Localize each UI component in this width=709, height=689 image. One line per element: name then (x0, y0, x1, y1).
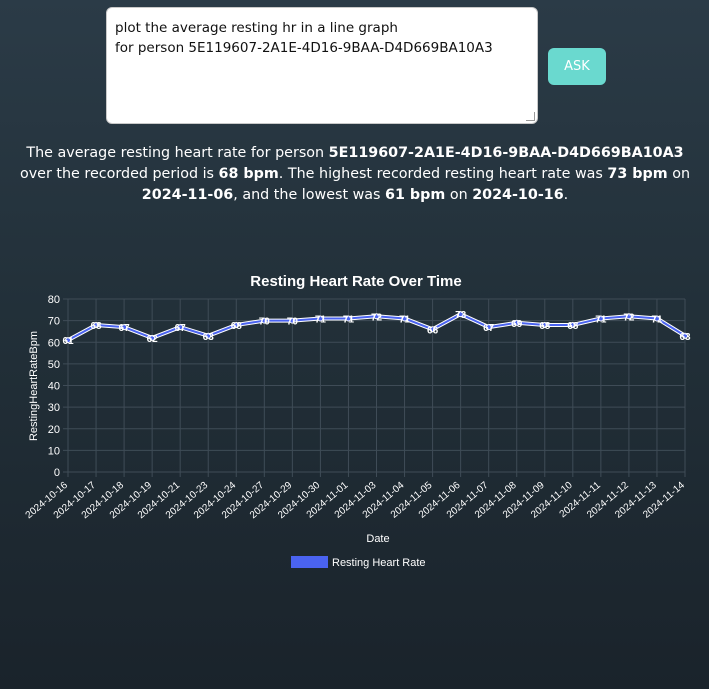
data-label: 67 (119, 323, 131, 334)
data-point[interactable] (261, 317, 268, 324)
data-point[interactable] (177, 324, 184, 331)
data-point[interactable] (541, 321, 548, 328)
answer-part: over the recorded period is (19, 166, 219, 182)
data-label: 62 (147, 334, 159, 345)
line-chart: Resting Heart Rate Over Time 0 10 20 30 40 50… (24, 273, 691, 569)
answer-part: The average resting heart rate for perso… (26, 145, 329, 161)
data-label: 67 (175, 323, 187, 334)
series-layer (65, 311, 688, 344)
average-value: 68 bpm (218, 166, 279, 182)
data-point[interactable] (597, 315, 604, 322)
data-point[interactable] (485, 324, 492, 331)
y-tick-label: 30 (48, 402, 60, 414)
data-label: 71 (595, 314, 607, 325)
max-value: 73 bpm (607, 166, 668, 182)
data-point[interactable] (93, 321, 100, 328)
data-point[interactable] (65, 337, 71, 344)
legend[interactable]: Resting Heart Rate (291, 556, 426, 569)
data-point[interactable] (401, 315, 408, 322)
data-label: 71 (399, 314, 411, 325)
data-point[interactable] (345, 315, 352, 322)
data-label: 70 (259, 317, 271, 328)
y-tick-label: 50 (48, 359, 60, 371)
min-value: 61 bpm (385, 187, 446, 203)
data-label: 71 (651, 314, 663, 325)
data-label: 66 (427, 325, 439, 336)
x-axis: 2024-10-162024-10-172024-10-182024-10-19… (24, 480, 688, 522)
data-label: 72 (371, 312, 383, 323)
chart-title: Resting Heart Rate Over Time (250, 273, 461, 290)
data-point[interactable] (653, 315, 660, 322)
query-input[interactable]: plot the average resting hr in a line gr… (106, 7, 538, 124)
ask-button[interactable]: ASK (548, 48, 606, 85)
data-point[interactable] (205, 332, 212, 339)
y-axis-title: RestingHeartRateBpm (28, 331, 40, 441)
data-label: 72 (623, 312, 635, 323)
data-label: 63 (203, 332, 215, 343)
y-axis: 0 10 20 30 40 50 60 70 80 (48, 294, 60, 479)
resize-grip[interactable] (526, 112, 535, 121)
data-label: 71 (315, 314, 327, 325)
y-tick-label: 40 (48, 381, 60, 393)
data-label: 68 (90, 321, 102, 332)
answer-part: on (667, 166, 691, 182)
data-point[interactable] (121, 324, 128, 331)
max-date: 2024-11-06 (141, 187, 234, 203)
data-point[interactable] (289, 317, 296, 324)
legend-label: Resting Heart Rate (332, 557, 426, 569)
data-label: 67 (483, 323, 495, 334)
answer-part: on (445, 187, 473, 203)
data-label: 68 (539, 321, 551, 332)
data-point[interactable] (373, 313, 380, 320)
data-point[interactable] (317, 315, 324, 322)
data-label: 63 (679, 332, 691, 343)
grid (63, 298, 686, 477)
data-labels: 61 68 67 62 67 63 68 70 70 71 71 72 71 66 73 67 69 68 68 71… (62, 310, 691, 347)
data-point[interactable] (682, 332, 688, 339)
data-point[interactable] (149, 334, 156, 341)
data-point[interactable] (233, 321, 240, 328)
min-date: 2024-10-16 (472, 187, 564, 203)
y-tick-label: 0 (54, 467, 60, 479)
answer-text: The average resting heart rate for perso… (12, 143, 698, 206)
data-label: 70 (287, 317, 299, 328)
data-point[interactable] (569, 321, 576, 328)
answer-part: . The highest recorded resting heart rat… (278, 166, 608, 182)
answer-part: . (563, 187, 569, 203)
y-tick-label: 70 (48, 316, 60, 328)
y-tick-label: 80 (48, 294, 60, 306)
person-id: 5E119607-2A1E-4D16-9BAA-D4D669BA10A3 (328, 145, 684, 161)
y-tick-label: 60 (48, 337, 60, 349)
data-point[interactable] (513, 319, 520, 326)
y-tick-label: 10 (48, 445, 60, 457)
x-axis-title: Date (366, 533, 389, 545)
data-point[interactable] (457, 311, 464, 318)
data-label: 71 (343, 314, 355, 325)
legend-swatch (291, 556, 328, 568)
data-label: 69 (511, 319, 523, 330)
y-tick-label: 20 (48, 424, 60, 436)
answer-part: , and the lowest was (233, 187, 386, 203)
data-label: 73 (455, 310, 467, 321)
data-point[interactable] (625, 313, 632, 320)
data-label: 68 (231, 321, 243, 332)
data-label: 61 (62, 336, 74, 347)
data-point[interactable] (429, 326, 436, 333)
data-label: 68 (567, 321, 579, 332)
